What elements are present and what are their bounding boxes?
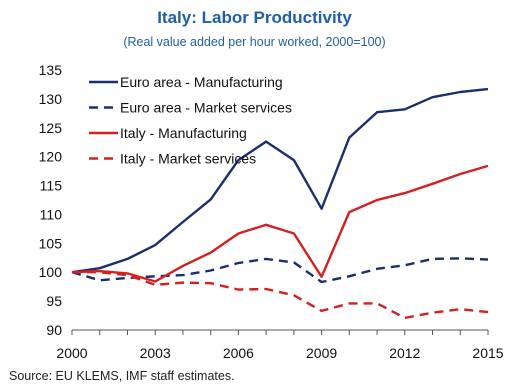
y-tick-label: 130	[39, 91, 63, 107]
x-tick-label: 2009	[306, 345, 337, 361]
chart-title: Italy: Labor Productivity	[157, 8, 352, 27]
series-line-4	[72, 271, 489, 320]
series-lines	[71, 87, 489, 320]
legend-label: Euro area - Manufacturing	[120, 74, 283, 90]
x-tick-label: 2012	[389, 345, 420, 361]
x-tick-label: 2003	[140, 345, 171, 361]
y-tick-label: 110	[40, 206, 63, 222]
x-tick-label: 2006	[223, 345, 254, 361]
y-tick-label: 100	[39, 264, 63, 280]
series-line-3	[71, 164, 489, 283]
y-tick-label: 135	[39, 62, 63, 78]
y-tick-label: 95	[46, 293, 62, 309]
series-line-2	[71, 257, 489, 284]
y-axis-tick-labels: 90 95 100 105 110 115 120 125 130 135	[39, 62, 63, 338]
x-tick-label: 2000	[56, 345, 87, 361]
legend: Euro area - Manufacturing Euro area - Mar…	[89, 74, 292, 167]
legend-label: Italy - Manufacturing	[120, 125, 247, 141]
y-tick-label: 90	[46, 322, 62, 338]
source-note: Source: EU KLEMS, IMF staff estimates.	[9, 369, 235, 383]
x-axis: 2000 2003 2006 2009 2012 2015	[56, 329, 504, 361]
y-tick-label: 115	[40, 178, 63, 194]
x-tick-label: 2015	[472, 345, 503, 361]
legend-label: Euro area - Market services	[120, 100, 292, 116]
legend-label: Italy - Market services	[120, 151, 256, 167]
y-tick-label: 105	[39, 235, 63, 251]
y-tick-label: 125	[39, 120, 63, 136]
series-line-1	[71, 87, 489, 274]
chart-subtitle: (Real value added per hour worked, 2000=…	[123, 35, 386, 49]
y-tick-label: 120	[39, 149, 63, 165]
